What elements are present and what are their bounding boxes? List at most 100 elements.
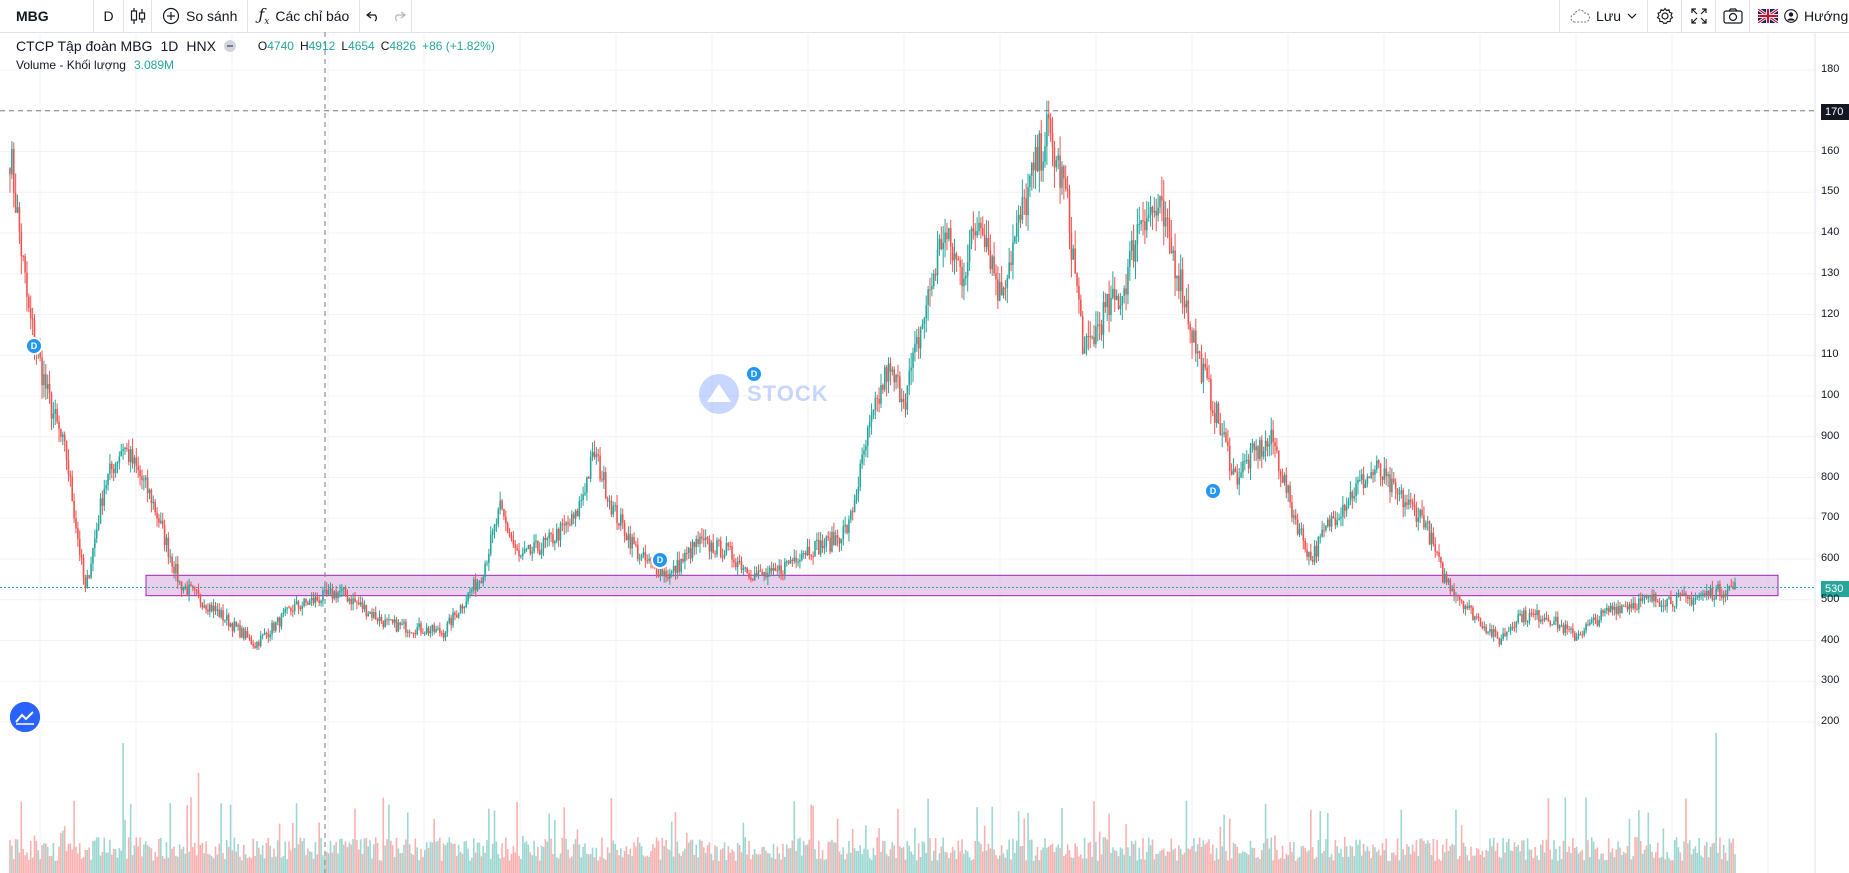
volume-bar	[727, 846, 730, 873]
settings-button[interactable]	[1647, 0, 1681, 32]
fullscreen-button[interactable]	[1681, 0, 1715, 32]
candle-body	[124, 447, 126, 450]
candle-body	[561, 523, 564, 525]
volume-bar	[527, 844, 530, 873]
volume-bar	[684, 848, 686, 873]
volume-bar	[1347, 856, 1350, 873]
volume-bar	[980, 843, 982, 873]
candle-body	[1606, 607, 1608, 611]
volume-bar	[1726, 860, 1729, 873]
candle-body	[1211, 410, 1214, 414]
candle-body	[406, 631, 409, 633]
candle-body	[314, 596, 317, 604]
save-button[interactable]: Lưu	[1559, 0, 1647, 32]
volume-bar	[533, 840, 535, 873]
candle-body	[1391, 478, 1393, 493]
candle-body	[1502, 633, 1504, 639]
volume-bar	[476, 842, 479, 873]
volume-bar	[987, 843, 990, 873]
volume-bar	[469, 860, 471, 873]
undo-redo-group	[360, 0, 413, 32]
undo-icon[interactable]	[365, 10, 380, 22]
legend-hide-toggle-icon[interactable]	[223, 40, 236, 52]
volume-bar	[448, 837, 451, 873]
candle-body	[1662, 605, 1665, 607]
candle-body	[1206, 367, 1208, 378]
candle-body	[718, 540, 720, 542]
redo-icon[interactable]	[392, 10, 406, 22]
candle-body	[1057, 155, 1059, 161]
volume-bar	[1515, 846, 1518, 873]
screenshot-button[interactable]	[1715, 0, 1749, 32]
candle-body	[940, 238, 943, 250]
candle-body	[1055, 160, 1058, 168]
volume-bar	[520, 858, 522, 873]
candle-body	[821, 540, 824, 549]
volume-bar	[357, 849, 360, 873]
dividend-marker-1[interactable]: D	[25, 337, 43, 355]
volume-bar	[802, 841, 805, 873]
candle-body	[1040, 133, 1043, 171]
volume-bar	[1575, 846, 1578, 873]
volume-bar	[1587, 840, 1589, 873]
candle-body	[948, 228, 950, 240]
volume-bar	[746, 854, 748, 873]
price-chart[interactable]	[0, 32, 1849, 873]
candle-body	[1585, 624, 1587, 631]
candle-body	[1353, 496, 1355, 499]
chart-type-button[interactable]	[124, 0, 152, 32]
volume-bar	[288, 841, 290, 873]
candle-body	[518, 550, 520, 557]
candle-body	[127, 449, 130, 462]
candle-body	[1004, 287, 1007, 289]
volume-bar	[465, 840, 468, 873]
candle-body	[889, 363, 892, 372]
volume-bar	[1008, 839, 1010, 873]
volume-bar	[1242, 851, 1244, 873]
candle-body	[1340, 516, 1342, 519]
candle-body	[936, 249, 939, 276]
volume-bar	[1406, 844, 1408, 873]
candle-body	[493, 524, 496, 531]
volume-bar	[20, 801, 23, 873]
volume-bar	[1036, 847, 1039, 873]
volume-bar	[1046, 847, 1048, 873]
volume-bar	[73, 800, 75, 873]
volume-bar	[472, 838, 475, 873]
compare-button[interactable]: So sánh	[152, 0, 249, 32]
volume-bar	[18, 852, 21, 873]
volume-bar	[944, 851, 946, 873]
price-axis-label: 160	[1821, 144, 1840, 157]
tradingview-logo-button[interactable]	[10, 702, 40, 732]
candle-body	[1232, 468, 1235, 475]
guide-button[interactable]: Hướng d	[1749, 0, 1849, 32]
indicators-button[interactable]: ƒx Các chỉ báo	[248, 0, 361, 32]
volume-bar	[1392, 852, 1395, 873]
candle-body	[75, 518, 77, 529]
candle-body	[899, 376, 901, 402]
volume-bar	[43, 843, 45, 873]
interval-button[interactable]: D	[94, 0, 124, 32]
candle-body	[282, 612, 285, 614]
volume-bar	[233, 837, 236, 873]
candle-body	[1251, 443, 1254, 448]
volume-bar	[1166, 851, 1169, 873]
candle-body	[689, 548, 692, 559]
volume-bar	[670, 821, 673, 873]
volume-bar	[495, 841, 498, 873]
dividend-marker-2[interactable]: D	[745, 365, 763, 383]
candle-body	[1070, 232, 1073, 260]
volume-bar	[1010, 859, 1012, 873]
dividend-marker-3[interactable]: D	[651, 551, 669, 569]
symbol-search[interactable]: MBG	[0, 0, 94, 32]
dividend-marker-4[interactable]: D	[1204, 482, 1222, 500]
volume-bar	[1093, 801, 1095, 873]
support-zone-rectangle[interactable]	[145, 574, 1779, 597]
volume-bar	[1070, 857, 1073, 873]
candle-body	[233, 621, 236, 632]
volume-bar	[1466, 855, 1469, 873]
candle-body	[1014, 236, 1016, 243]
candle-body	[1089, 336, 1092, 338]
volume-bar	[1081, 858, 1084, 873]
volume-bar	[525, 841, 528, 873]
